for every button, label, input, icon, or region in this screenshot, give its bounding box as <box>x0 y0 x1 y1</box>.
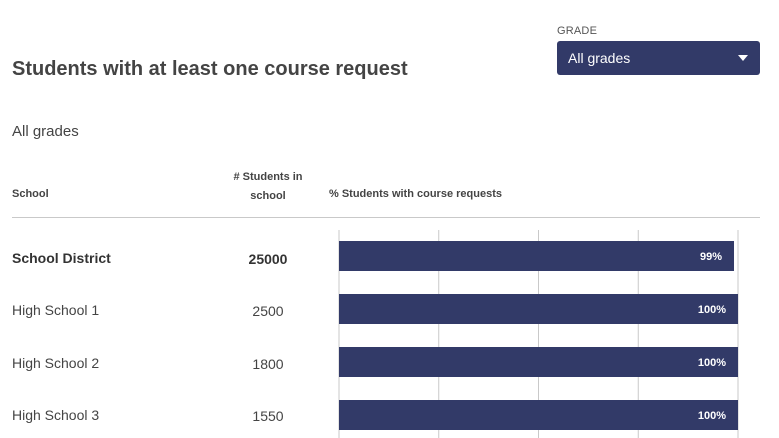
section-subtitle: All grades <box>12 123 79 140</box>
bar <box>339 400 738 430</box>
bar-data-label: 100% <box>698 410 726 422</box>
column-header-percent: % Students with course requests <box>329 188 502 200</box>
student-count: 2500 <box>252 303 284 319</box>
chevron-down-icon <box>738 55 748 61</box>
column-header-student-count: # Students in school <box>222 168 314 206</box>
column-header-school: School <box>12 188 49 200</box>
student-count: 25000 <box>248 251 288 267</box>
school-name: High School 1 <box>12 302 100 318</box>
student-count: 1550 <box>252 408 284 424</box>
school-name: High School 3 <box>12 407 100 423</box>
column-header-student-count-line1: # Students in <box>233 171 303 183</box>
page-title: Students with at least one course reques… <box>12 58 408 80</box>
header-divider <box>12 217 760 218</box>
grade-select[interactable]: All grades <box>557 41 760 75</box>
grade-select-value: All grades <box>568 50 631 66</box>
bar <box>339 241 735 271</box>
bar <box>339 347 738 377</box>
bar-data-label: 100% <box>698 304 726 316</box>
bar <box>339 294 738 324</box>
school-name: High School 2 <box>12 355 100 371</box>
bar-data-label: 99% <box>700 251 722 263</box>
school-name: School District <box>12 250 111 266</box>
column-header-student-count-line2: school <box>250 190 286 202</box>
grade-filter-label: GRADE <box>557 25 598 37</box>
student-count: 1800 <box>252 356 284 372</box>
bar-data-label: 100% <box>698 357 726 369</box>
